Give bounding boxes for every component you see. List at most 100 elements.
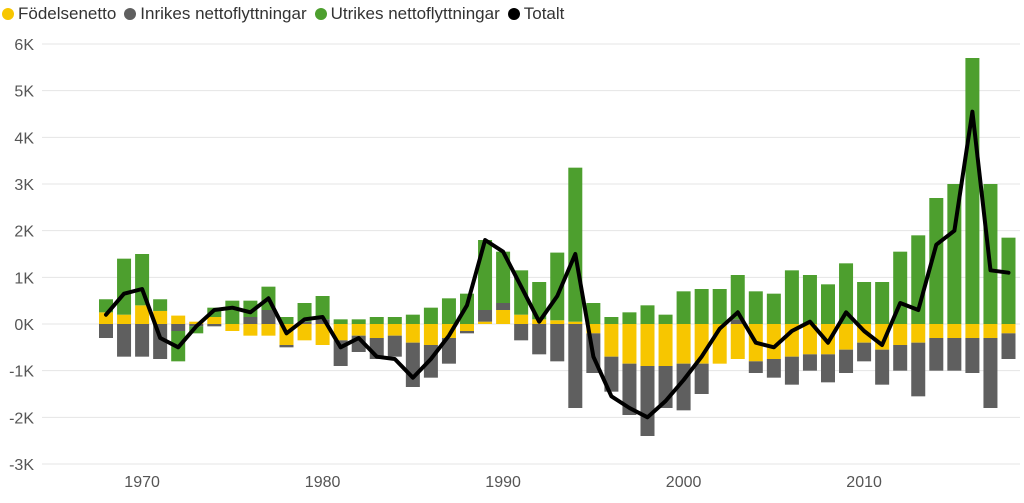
bar: [784, 356, 799, 385]
bar: [135, 305, 150, 324]
bar: [514, 324, 529, 341]
bar: [405, 314, 420, 324]
bar: [369, 317, 384, 324]
bar: [694, 289, 709, 324]
bar: [622, 312, 637, 324]
legend-item[interactable]: Inrikes nettoflyttningar: [124, 4, 307, 24]
y-tick-label: 3K: [14, 177, 34, 194]
legend-marker-icon: [124, 8, 137, 20]
gridlines: [42, 43, 1020, 465]
bar: [947, 324, 962, 338]
bar: [622, 324, 637, 364]
bar: [297, 321, 312, 324]
bar: [478, 310, 493, 322]
bar: [315, 296, 330, 320]
bar: [748, 291, 763, 324]
bar: [730, 275, 745, 320]
bar: [387, 335, 402, 357]
bar: [423, 324, 438, 345]
y-tick-label: -1K: [9, 364, 34, 381]
bar: [748, 361, 763, 373]
bar: [965, 324, 980, 338]
bar: [99, 312, 113, 324]
x-tick-label: 2010: [846, 474, 882, 491]
bar: [441, 338, 456, 364]
bar: [568, 321, 583, 324]
bar: [225, 300, 240, 324]
y-tick-label: 0K: [14, 317, 34, 334]
bar: [550, 320, 565, 324]
bar: [117, 314, 132, 324]
bar: [604, 356, 619, 392]
bar: [586, 303, 601, 324]
legend-item[interactable]: Totalt: [507, 4, 564, 24]
bar: [730, 319, 745, 324]
bar: [802, 324, 817, 355]
legend-marker-icon: [507, 8, 520, 20]
bar: [496, 310, 511, 324]
bar: [911, 324, 926, 343]
legend-item[interactable]: Födelsenetto: [2, 4, 116, 24]
bar: [766, 359, 781, 378]
bar: [640, 324, 655, 366]
bar: [171, 324, 186, 331]
legend-label: Utrikes nettoflyttningar: [330, 4, 500, 23]
bar: [983, 324, 998, 338]
legend: Födelsenetto Inrikes nettoflyttningar Utri…: [2, 2, 564, 26]
bar: [947, 338, 962, 371]
bar: [153, 310, 168, 324]
bar: [315, 324, 330, 345]
bar: [929, 198, 944, 324]
bars: [99, 58, 1016, 436]
bar: [460, 331, 474, 334]
x-tick-label: 1990: [485, 474, 521, 491]
bar: [333, 319, 348, 324]
bar: [207, 317, 222, 324]
bar: [640, 366, 655, 436]
y-tick-label: 6K: [14, 37, 34, 54]
y-tick-label: 4K: [14, 130, 34, 147]
bar: [315, 319, 330, 324]
bar: [189, 321, 204, 324]
bar: [369, 324, 384, 338]
bar: [135, 324, 150, 357]
bar: [568, 167, 583, 322]
bar: [965, 58, 980, 324]
y-tick-label: 1K: [14, 270, 34, 287]
x-tick-label: 1970: [124, 474, 160, 491]
bar: [821, 354, 835, 383]
bar: [622, 363, 637, 415]
bar: [929, 324, 944, 338]
series-line-totalt: [104, 109, 1011, 420]
bar: [279, 345, 294, 348]
bar: [478, 321, 493, 324]
bar: [225, 324, 240, 331]
bar: [460, 324, 474, 331]
bar: [207, 324, 222, 327]
bar: [911, 342, 926, 397]
bar: [351, 319, 366, 324]
bar: [496, 303, 511, 310]
bar: [839, 263, 854, 324]
bar: [658, 324, 673, 366]
bar: [550, 324, 565, 362]
bar: [839, 324, 854, 350]
bar: [532, 282, 547, 320]
legend-item[interactable]: Utrikes nettoflyttningar: [314, 4, 500, 24]
bar: [514, 314, 529, 324]
bar: [839, 349, 854, 373]
x-tick-label: 2000: [666, 474, 702, 491]
bar: [875, 282, 890, 324]
y-tick-label: 2K: [14, 224, 34, 241]
bar: [586, 324, 601, 334]
x-tick-label: 1980: [305, 474, 341, 491]
bar: [893, 345, 908, 371]
y-tick-label: -3K: [9, 457, 34, 474]
bar: [821, 284, 835, 324]
bar: [279, 317, 294, 324]
bar: [423, 307, 438, 324]
bar: [802, 275, 817, 324]
bar: [604, 324, 619, 357]
bar: [640, 305, 655, 324]
bar: [243, 324, 258, 336]
